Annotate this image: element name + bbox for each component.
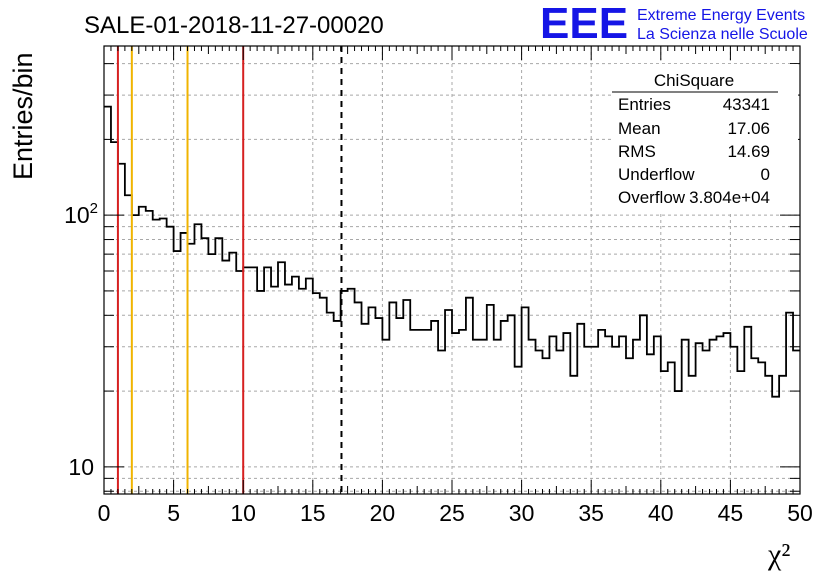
eee-logo: EEE [540,0,628,48]
x-tick-label: 5 [167,500,180,526]
stats-title: ChiSquare [654,71,734,90]
x-tick-label: 40 [648,500,674,526]
logo-line-2: La Scienza nelle Scuole [637,26,808,43]
x-tick-label: 35 [578,500,604,526]
y-tick-label: 102 [64,200,98,228]
stats-value-entries: 43341 [723,95,770,114]
stats-label-overflow: Overflow [618,188,686,207]
stats-label-underflow: Underflow [618,165,695,184]
x-tick-label: 0 [98,500,111,526]
stats-label-mean: Mean [618,119,661,138]
y-tick-label: 10 [68,454,94,480]
stats-label-rms: RMS [618,142,656,161]
histogram-line [104,105,800,398]
x-tick-label: 30 [509,500,535,526]
stats-box: ChiSquare Entries 43341 Mean 17.06 RMS 1… [612,64,798,214]
stats-label-entries: Entries [618,95,671,114]
run-title: SALE-01-2018-11-27-00020 [84,12,384,39]
x-tick-label: 10 [230,500,256,526]
x-tick-label: 25 [439,500,465,526]
stats-value-rms: 14.69 [727,142,770,161]
x-tick-label: 20 [370,500,396,526]
histogram [104,105,800,398]
stats-box-background [612,64,798,214]
y-tick-labels: 10 102 [64,200,98,480]
reference-lines [116,46,343,494]
x-tick-labels: 0 5 10 15 20 25 30 35 40 45 50 [98,500,813,526]
stats-value-underflow: 0 [761,165,770,184]
stats-value-mean: 17.06 [727,119,770,138]
logo-line-1: Extreme Energy Events [637,7,805,24]
stats-value-overflow: 3.804e+04 [689,188,770,207]
x-tick-label: 50 [787,500,813,526]
x-axis-label: χ² [767,538,790,571]
y-axis-label: Entries/bin [8,52,38,180]
x-tick-label: 15 [300,500,326,526]
x-tick-label: 45 [718,500,744,526]
